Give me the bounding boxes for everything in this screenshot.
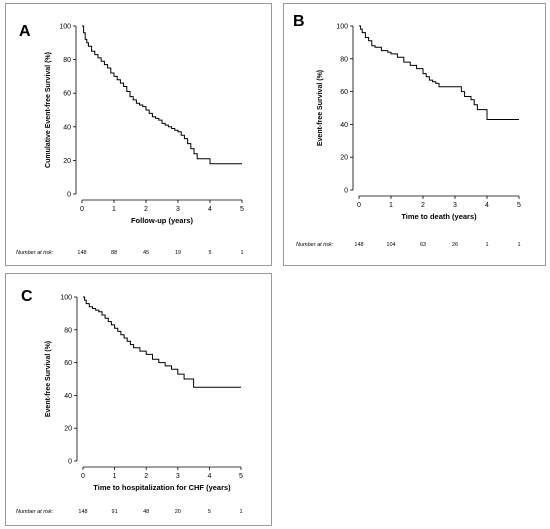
- at-risk-count: 20: [175, 509, 181, 515]
- at-risk-count: 148: [78, 509, 87, 515]
- x-tick-label: 3: [176, 206, 180, 213]
- at-risk-count: 5: [208, 509, 211, 515]
- y-tick-label: 20: [64, 426, 72, 433]
- y-tick-label: 100: [60, 295, 72, 302]
- y-tick-label: 100: [59, 24, 71, 31]
- y-tick-label: 20: [63, 158, 71, 165]
- at-risk-label: Number at risk:: [296, 242, 334, 248]
- x-tick-label: 2: [421, 202, 425, 209]
- at-risk-label: Number at risk:: [16, 509, 54, 515]
- x-tick-label: 4: [485, 202, 489, 209]
- x-tick-label: 0: [80, 206, 84, 213]
- at-risk-count: 48: [143, 509, 149, 515]
- x-tick-label: 5: [517, 202, 521, 209]
- x-axis-label: Time to hospitalization for CHF (years): [93, 483, 231, 492]
- at-risk-count: 88: [111, 250, 117, 256]
- panel-letter: C: [21, 288, 33, 305]
- at-risk-count: 148: [354, 242, 363, 248]
- chart-svg-b: B 0 20 40 60 80 100 0 1 2 3 4 5 Time to death (years…: [293, 13, 521, 249]
- y-tick-label: 80: [340, 56, 348, 63]
- survival-curve: [83, 296, 241, 388]
- x-tick-label: 2: [144, 473, 148, 480]
- y-tick-label: 40: [63, 124, 71, 131]
- y-tick-label: 20: [340, 155, 348, 162]
- at-risk-count: 1: [239, 509, 242, 515]
- y-tick-label: 80: [63, 57, 71, 64]
- at-risk-count: 63: [420, 242, 426, 248]
- y-tick-label: 60: [340, 89, 348, 96]
- chart-panel-c: C 0 20 40 60 80 100 0 1 2 3 4 5 Time to hospitalizat…: [5, 273, 272, 526]
- at-risk-count: 26: [452, 242, 458, 248]
- plot-area: 0 20 40 60 80 100 0 1 2 3 4 5 Time to hospitalizatio…: [16, 295, 243, 516]
- x-tick-label: 4: [207, 473, 211, 480]
- y-tick-label: 0: [67, 192, 71, 199]
- y-axis-label: Event-free Survival (%): [45, 341, 52, 417]
- at-risk-count: 19: [175, 250, 181, 256]
- at-risk-label: Number at risk:: [16, 250, 54, 256]
- x-axis-label: Follow-up (years): [131, 216, 194, 225]
- x-tick-label: 3: [453, 202, 457, 209]
- survival-curve: [359, 25, 519, 120]
- y-tick-label: 60: [64, 360, 72, 367]
- y-tick-label: 100: [336, 24, 348, 31]
- panel-letter: A: [19, 23, 31, 40]
- x-tick-label: 1: [389, 202, 393, 209]
- at-risk-count: 91: [112, 509, 118, 515]
- x-tick-label: 0: [357, 202, 361, 209]
- y-tick-label: 0: [344, 188, 348, 195]
- survival-curve: [82, 25, 242, 165]
- y-tick-label: 40: [340, 122, 348, 129]
- chart-panel-b: B 0 20 40 60 80 100 0 1 2 3 4 5 Time to death (years…: [283, 3, 546, 266]
- y-axis-label: Cumulative Event-free Survival (%): [45, 52, 52, 168]
- x-tick-label: 4: [208, 206, 212, 213]
- y-tick-label: 60: [63, 91, 71, 98]
- at-risk-count: 45: [143, 250, 149, 256]
- panel-letter: B: [293, 13, 305, 30]
- at-risk-count: 148: [77, 250, 86, 256]
- x-tick-label: 3: [176, 473, 180, 480]
- y-tick-label: 0: [68, 459, 72, 466]
- at-risk-count: 104: [386, 242, 395, 248]
- at-risk-count: 1: [240, 250, 243, 256]
- chart-panel-a: A 0 20 40 60 80 100 0 1 2 3 4 5 Follow-up (years) Cum…: [5, 3, 272, 266]
- plot-area: 0 20 40 60 80 100 0 1 2 3 4 5 Time to death (years) E…: [296, 24, 521, 249]
- x-tick-label: 0: [81, 473, 85, 480]
- x-axis-label: Time to death (years): [401, 212, 477, 221]
- chart-svg-c: C 0 20 40 60 80 100 0 1 2 3 4 5 Time to hospitalizat…: [16, 288, 243, 516]
- at-risk-count: 1: [485, 242, 488, 248]
- x-tick-label: 1: [112, 206, 116, 213]
- at-risk-count: 1: [517, 242, 520, 248]
- x-tick-label: 5: [239, 473, 243, 480]
- at-risk-count: 5: [208, 250, 211, 256]
- x-tick-label: 2: [144, 206, 148, 213]
- y-tick-label: 40: [64, 393, 72, 400]
- x-tick-label: 1: [113, 473, 117, 480]
- x-tick-label: 5: [240, 206, 244, 213]
- y-axis-label: Event-free Survival (%): [317, 70, 324, 146]
- y-tick-label: 80: [64, 327, 72, 334]
